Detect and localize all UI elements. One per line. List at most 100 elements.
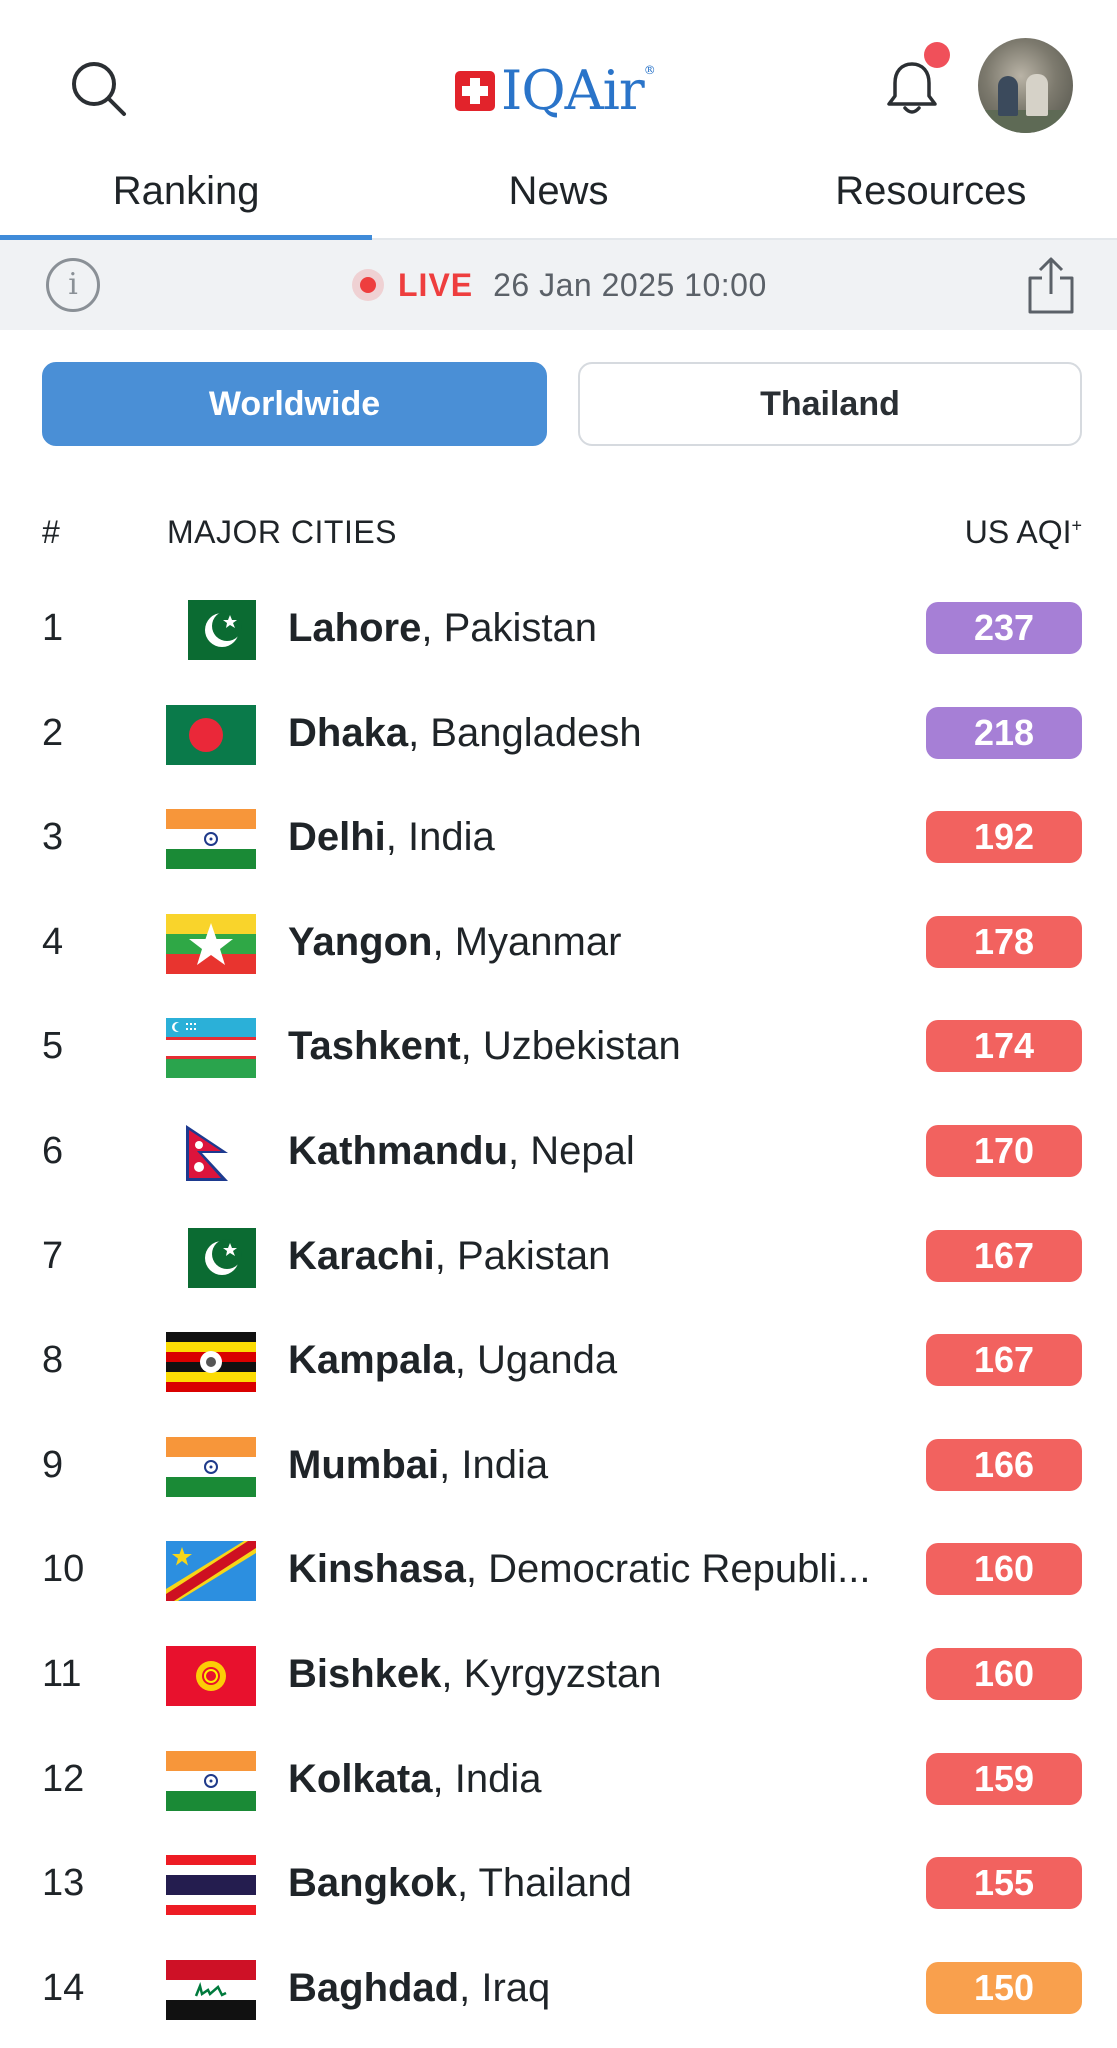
rank-number: 12: [42, 1757, 85, 1800]
table-row[interactable]: 3 Delhi, India 192: [0, 785, 1117, 889]
table-row[interactable]: 5 Tashkent, Uzbekistan 174: [0, 994, 1117, 1098]
rank-number: 3: [42, 816, 64, 859]
rank-number: 10: [42, 1548, 85, 1591]
aqi-badge: 174: [926, 1020, 1082, 1073]
info-icon[interactable]: i: [46, 258, 100, 312]
country-name: Bangladesh: [430, 710, 642, 755]
table-row[interactable]: 13 Bangkok, Thailand 155: [0, 1831, 1117, 1935]
worldwide-toggle[interactable]: Worldwide: [42, 362, 547, 446]
rank-number: 5: [42, 1025, 64, 1068]
table-row[interactable]: 7 Karachi, Pakistan 167: [0, 1204, 1117, 1308]
share-button[interactable]: [1024, 254, 1078, 316]
country-name: India: [454, 1756, 542, 1801]
rank-number: 2: [42, 711, 64, 754]
logo-text: IQAir®: [501, 59, 656, 122]
country-name: Uganda: [476, 1338, 618, 1383]
table-row[interactable]: 6 Kathmandu, Nepal 170: [0, 1099, 1117, 1203]
pakistan-flag-icon: [166, 1227, 256, 1288]
aqi-badge: 218: [926, 706, 1082, 759]
aqi-badge: 159: [926, 1752, 1082, 1805]
aqi-badge: 192: [926, 811, 1082, 864]
country-name: Thailand: [478, 1861, 632, 1906]
table-row[interactable]: 11 Bishkek, Kyrgyzstan 160: [0, 1622, 1117, 1726]
india-flag-icon: [166, 1436, 256, 1497]
table-row[interactable]: 14 Baghdad, Iraq 150: [0, 1936, 1117, 2040]
country-name: Pakistan: [443, 606, 598, 650]
notifications-button[interactable]: [882, 58, 942, 120]
country-name: Pakistan: [456, 1233, 611, 1278]
aqi-badge: 170: [926, 1125, 1082, 1177]
live-indicator: LIVE 26 Jan 2025 10:00: [360, 240, 767, 330]
app-header: IQAir®: [0, 0, 1117, 150]
main-tabs: Ranking News Resources: [0, 150, 1117, 240]
aqi-badge: 160: [926, 1543, 1082, 1596]
rank-number: 7: [42, 1234, 64, 1277]
table-row[interactable]: 1 Lahore, Pakistan 237: [0, 576, 1117, 680]
city-name: Bangkok, Thailand: [288, 1861, 632, 1906]
rank-number: 14: [42, 1966, 85, 2009]
city-name: Mumbai, India: [288, 1442, 549, 1487]
tab-ranking[interactable]: Ranking: [0, 150, 373, 240]
aqi-badge: 237: [926, 602, 1082, 654]
aqi-badge: 167: [926, 1334, 1082, 1387]
share-icon: [1028, 257, 1074, 314]
bangladesh-flag-icon: [166, 704, 256, 765]
city-name: Kampala, Uganda: [288, 1338, 618, 1383]
country-name: Nepal: [530, 1129, 635, 1173]
table-row[interactable]: 8 Kampala, Uganda 167: [0, 1308, 1117, 1412]
live-dot-icon: [360, 277, 376, 293]
aqi-badge: 160: [926, 1648, 1082, 1700]
aqi-badge: 167: [926, 1229, 1082, 1282]
india-flag-icon: [166, 1750, 256, 1811]
city-name: Kolkata, India: [288, 1756, 542, 1801]
rank-number: 4: [42, 920, 64, 963]
city-name: Kathmandu, Nepal: [288, 1129, 635, 1173]
ranking-table-header: # MAJOR CITIES US AQI+: [0, 500, 1117, 564]
search-button[interactable]: [68, 58, 130, 120]
city-name: Lahore, Pakistan: [288, 606, 598, 650]
rank-number: 8: [42, 1339, 64, 1382]
city-name: Delhi, India: [288, 815, 495, 860]
rank-column-header: #: [42, 514, 60, 550]
swiss-cross-icon: [455, 71, 495, 111]
country-name: Myanmar: [454, 919, 622, 964]
bell-icon: [887, 62, 937, 114]
aqi-badge: 150: [926, 1961, 1082, 2014]
uzbekistan-flag-icon: [166, 1018, 256, 1079]
pakistan-flag-icon: [166, 600, 256, 660]
aqi-badge: 166: [926, 1438, 1082, 1491]
country-name: Kyrgyzstan: [463, 1652, 662, 1696]
rank-number: 9: [42, 1443, 64, 1486]
iraq-flag-icon: [166, 1959, 256, 2020]
live-timestamp: 26 Jan 2025 10:00: [493, 266, 767, 303]
table-row[interactable]: 9 Mumbai, India 166: [0, 1413, 1117, 1517]
search-icon: [72, 62, 126, 116]
aqi-badge: 178: [926, 915, 1082, 968]
country-name: Democratic Republi...: [488, 1547, 871, 1592]
live-status-bar: i LIVE 26 Jan 2025 10:00: [0, 240, 1117, 330]
city-name: Bishkek, Kyrgyzstan: [288, 1652, 662, 1696]
rank-number: 13: [42, 1862, 85, 1905]
uganda-flag-icon: [166, 1332, 256, 1393]
city-name: Baghdad, Iraq: [288, 1965, 551, 2010]
table-row[interactable]: 12 Kolkata, India 159: [0, 1727, 1117, 1831]
table-row[interactable]: 4 Yangon, Myanmar 178: [0, 890, 1117, 994]
city-name: Dhaka, Bangladesh: [288, 710, 642, 755]
notification-badge: [924, 42, 950, 68]
drc-flag-icon: [166, 1541, 256, 1602]
city-name: Tashkent, Uzbekistan: [288, 1024, 681, 1069]
tab-news[interactable]: News: [508, 169, 609, 213]
country-name: Uzbekistan: [482, 1024, 681, 1069]
city-column-header: MAJOR CITIES: [167, 514, 398, 550]
city-name: Kinshasa, Democratic Republi...: [288, 1547, 871, 1592]
tab-resources[interactable]: Resources: [835, 169, 1027, 213]
country-name: India: [408, 815, 495, 860]
aqi-badge: 155: [926, 1857, 1082, 1910]
avatar[interactable]: [978, 38, 1073, 133]
table-row[interactable]: 10 Kinshasa, Democratic Republi... 160: [0, 1517, 1117, 1621]
live-label: LIVE: [398, 266, 474, 303]
thailand-toggle[interactable]: Thailand: [578, 362, 1082, 446]
kyrgyzstan-flag-icon: [166, 1646, 256, 1706]
thailand-flag-icon: [166, 1855, 256, 1916]
table-row[interactable]: 2 Dhaka, Bangladesh 218: [0, 681, 1117, 785]
